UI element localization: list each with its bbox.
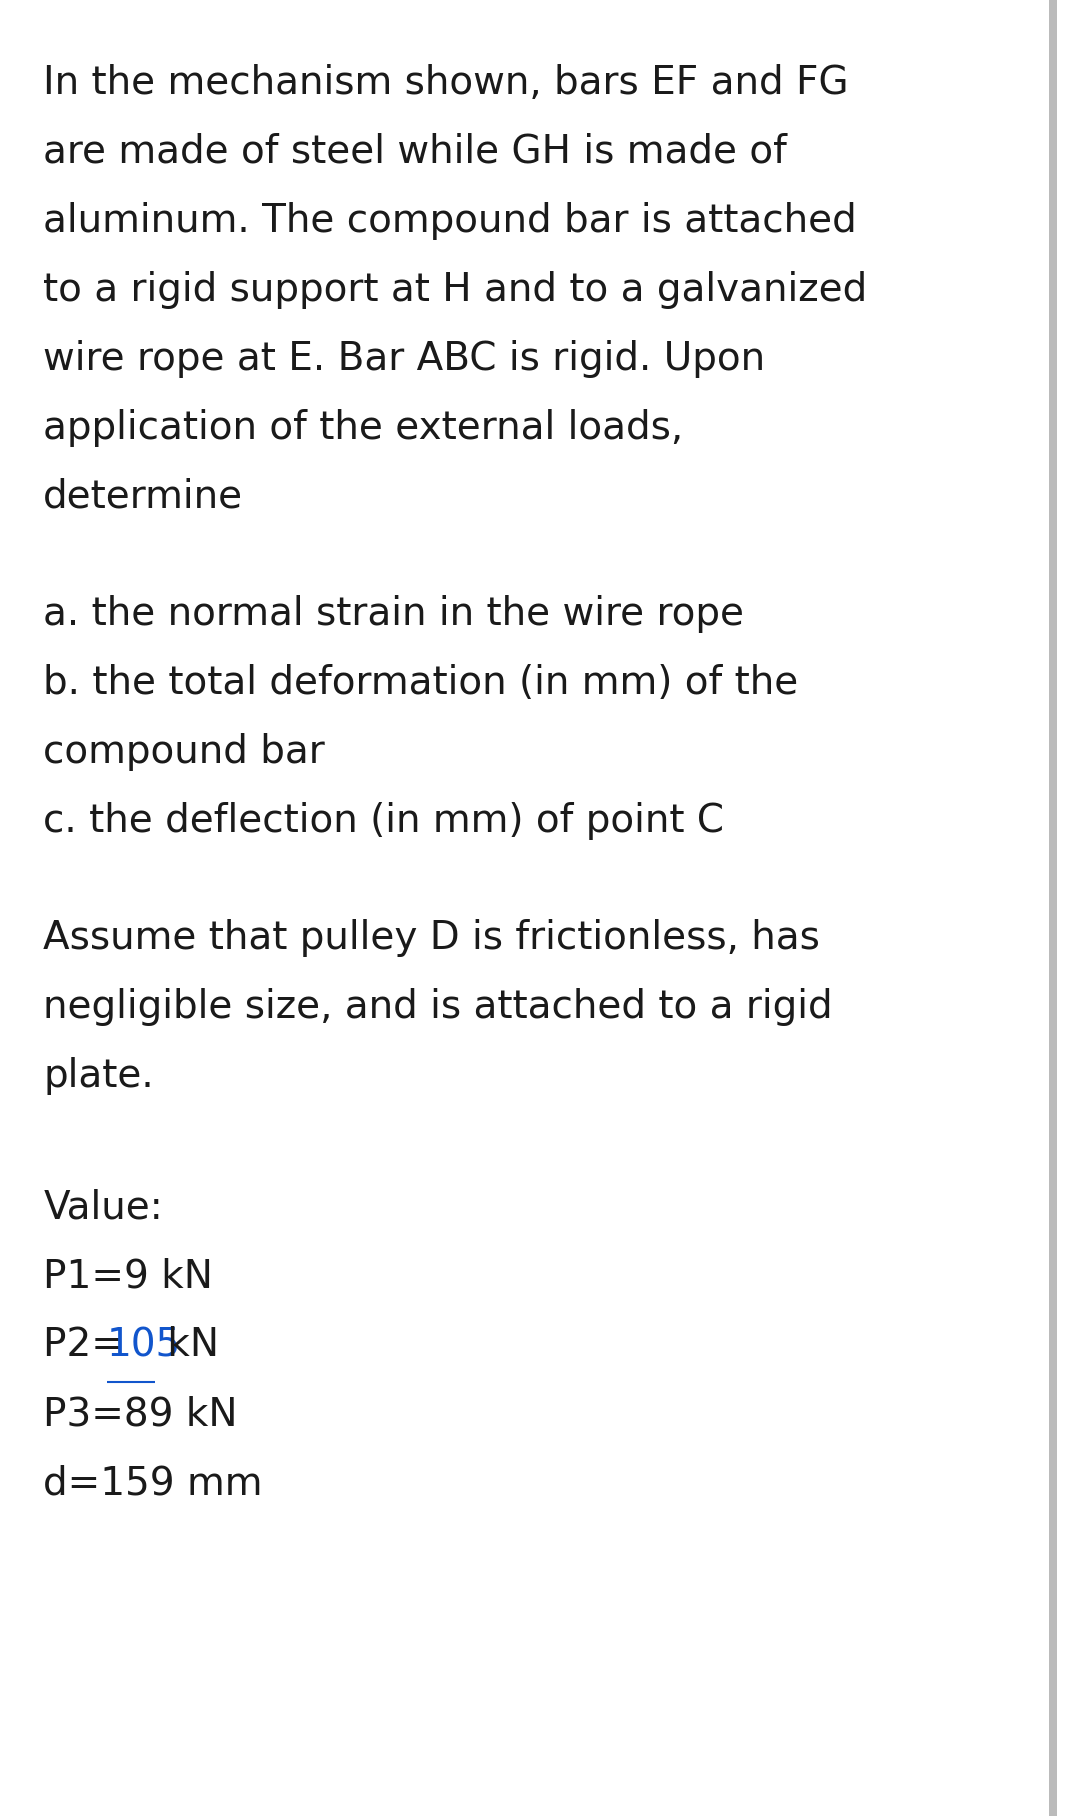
Text: P2=: P2= (43, 1326, 136, 1364)
Text: kN: kN (156, 1326, 219, 1364)
Text: compound bar: compound bar (43, 734, 325, 772)
Text: a. the normal strain in the wire rope: a. the normal strain in the wire rope (43, 596, 744, 634)
Text: negligible size, and is attached to a rigid: negligible size, and is attached to a ri… (43, 988, 833, 1026)
Text: b. the total deformation (in mm) of the: b. the total deformation (in mm) of the (43, 665, 798, 703)
Text: determine: determine (43, 478, 243, 516)
Text: application of the external loads,: application of the external loads, (43, 409, 684, 447)
Text: to a rigid support at H and to a galvanized: to a rigid support at H and to a galvani… (43, 271, 867, 309)
Text: P1=9 kN: P1=9 kN (43, 1257, 213, 1295)
Text: P3=89 kN: P3=89 kN (43, 1395, 238, 1433)
Text: c. the deflection (in mm) of point C: c. the deflection (in mm) of point C (43, 803, 725, 841)
Text: plate.: plate. (43, 1057, 154, 1095)
Text: d=159 mm: d=159 mm (43, 1464, 262, 1502)
Text: are made of steel while GH is made of: are made of steel while GH is made of (43, 133, 787, 171)
Text: Value:: Value: (43, 1188, 163, 1226)
Text: wire rope at E. Bar ABC is rigid. Upon: wire rope at E. Bar ABC is rigid. Upon (43, 340, 766, 378)
Text: In the mechanism shown, bars EF and FG: In the mechanism shown, bars EF and FG (43, 64, 849, 102)
Text: Assume that pulley D is frictionless, has: Assume that pulley D is frictionless, ha… (43, 919, 820, 957)
Text: aluminum. The compound bar is attached: aluminum. The compound bar is attached (43, 202, 856, 240)
Text: 105: 105 (107, 1326, 181, 1364)
Bar (1049, 0, 1057, 1816)
